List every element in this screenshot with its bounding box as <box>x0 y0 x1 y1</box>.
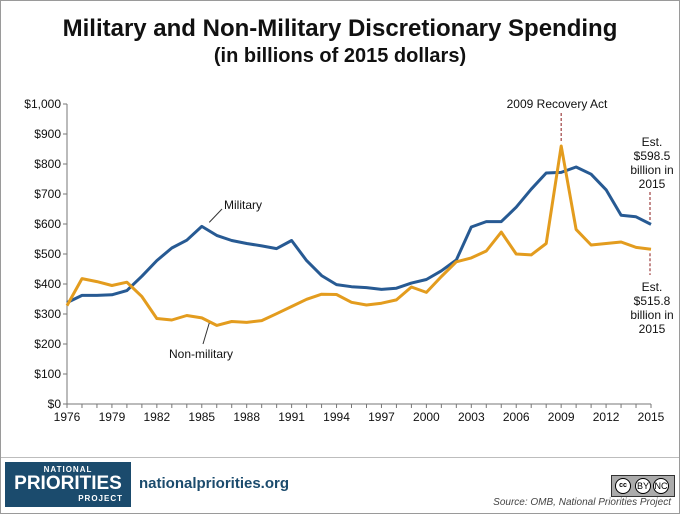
chart-subtitle: (in billions of 2015 dollars) <box>213 45 467 67</box>
attribution-icon: BY <box>635 478 651 494</box>
recovery-act-label: 2009 Recovery Act <box>507 97 608 111</box>
x-tick-label: 2006 <box>503 410 530 424</box>
y-tick-label: $700 <box>34 187 61 201</box>
x-tick-label: 1982 <box>143 410 170 424</box>
y-tick-label: $500 <box>34 247 61 261</box>
footer-divider <box>1 457 679 458</box>
chart-series <box>65 144 652 327</box>
source-note: Source: OMB, National Priorities Project <box>493 497 671 508</box>
website-link[interactable]: nationalpriorities.org <box>139 475 290 492</box>
x-tick-label: 1988 <box>233 410 260 424</box>
est-military-label: billion in <box>630 163 673 177</box>
x-tick-label: 2009 <box>548 410 575 424</box>
x-tick-label: 1991 <box>278 410 305 424</box>
est-non-military-label: $515.8 <box>634 294 671 308</box>
non-military-line <box>65 144 652 327</box>
chart-title: Military and Non-Military Discretionary … <box>62 15 618 42</box>
x-tick-label: 2003 <box>458 410 485 424</box>
y-tick-label: $900 <box>34 127 61 141</box>
x-tick-label: 1985 <box>188 410 215 424</box>
x-tick-label: 2012 <box>593 410 620 424</box>
npp-logo[interactable]: NATIONAL PRIORITIES PROJECT <box>5 462 131 507</box>
cc-license-badge[interactable]: cc BY NC <box>611 475 675 497</box>
line-chart: $0 $100 $200 $300 $400 $500 $600 $700 $800 $900 $1… <box>24 97 674 424</box>
logo-main-text: PRIORITIES <box>14 473 122 494</box>
chart-annotations: Military Non-military 2009 Recovery Act Est… <box>169 97 674 361</box>
non-military-label: Non-military <box>169 347 233 361</box>
x-tick-label: 1997 <box>368 410 395 424</box>
est-non-military-label: 2015 <box>639 322 666 336</box>
x-tick-label: 2015 <box>638 410 665 424</box>
x-tick-label: 2000 <box>413 410 440 424</box>
est-military-label: 2015 <box>639 177 666 191</box>
est-non-military-label: billion in <box>630 308 673 322</box>
y-tick-label: $1,000 <box>24 97 61 111</box>
x-tick-label: 1979 <box>99 410 126 424</box>
military-pointer <box>208 208 223 223</box>
y-tick-label: $200 <box>34 337 61 351</box>
chart-axes: $0 $100 $200 $300 $400 $500 $600 $700 $800 $900 $1… <box>24 97 664 424</box>
logo-top-text: NATIONAL <box>43 465 93 474</box>
y-tick-label: $400 <box>34 277 61 291</box>
y-tick-label: $300 <box>34 307 61 321</box>
x-tick-label: 1976 <box>54 410 81 424</box>
y-tick-label: $600 <box>34 217 61 231</box>
military-label: Military <box>224 198 262 212</box>
est-military-label: Est. <box>642 135 663 149</box>
cc-icon: cc <box>615 478 631 494</box>
military-line <box>66 165 652 304</box>
x-tick-label: 1994 <box>323 410 350 424</box>
y-tick-label: $800 <box>34 157 61 171</box>
non-military-pointer <box>202 322 210 345</box>
y-tick-label: $0 <box>48 397 62 411</box>
est-non-military-label: Est. <box>642 280 663 294</box>
est-military-label: $598.5 <box>634 149 671 163</box>
noncommercial-icon: NC <box>653 478 669 494</box>
y-tick-label: $100 <box>34 367 61 381</box>
logo-bottom-text: PROJECT <box>78 494 123 503</box>
